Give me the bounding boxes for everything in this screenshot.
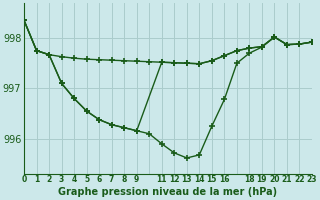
X-axis label: Graphe pression niveau de la mer (hPa): Graphe pression niveau de la mer (hPa)	[59, 187, 277, 197]
